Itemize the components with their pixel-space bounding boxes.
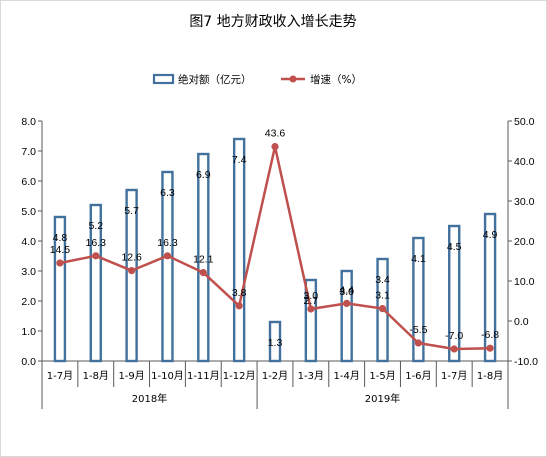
bar: [89, 203, 102, 363]
growth-point: [128, 267, 136, 275]
growth-point: [307, 305, 315, 313]
growth-value-label: 12.6: [121, 252, 142, 264]
bar-value-label: 4.5: [447, 241, 462, 253]
bar-value-label: 3.4: [375, 274, 390, 286]
growth-value-label: 12.1: [193, 254, 214, 266]
line-series: [56, 143, 494, 353]
growth-value-label: 3.1: [375, 290, 390, 302]
growth-point: [235, 302, 243, 310]
y-left-tick-label: 3.0: [21, 266, 36, 278]
bar: [125, 188, 138, 363]
growth-value-label: -5.5: [409, 324, 427, 336]
growth-value-label: 16.3: [157, 237, 178, 249]
legend: 绝对额（亿元） 增速（%）: [152, 73, 362, 86]
x-tick-label: 1-4月: [334, 370, 360, 382]
axes: 0.0 1.0 2.0 3.0 4.0 5.0 6.0 7.0 8.0 -10.0 0.0 10.0 2…: [21, 116, 538, 409]
bar-value-label: 3.0: [339, 286, 354, 298]
growth-point: [378, 305, 387, 313]
y-right-tick-label: 30.0: [514, 196, 535, 208]
x-tick-label: 1-7月: [441, 370, 467, 382]
x-tick-label: 1-10月: [151, 370, 184, 382]
x-tick-label: 1-6月: [405, 370, 431, 382]
x-group-label: 2019年: [365, 392, 400, 405]
chart-title: 图7 地方财政收入增长走势: [189, 14, 356, 30]
bar: [232, 137, 246, 363]
y-left-tick-label: 4.0: [21, 236, 36, 248]
x-tick-label: 1-12月: [223, 370, 256, 382]
y-right-tick-label: -10.0: [514, 356, 538, 368]
y-right-tick-label: 0.0: [514, 316, 529, 328]
growth-value-label: 3.8: [232, 287, 247, 299]
bar-value-label: 5.2: [88, 220, 103, 232]
y-left-tick-label: 0.0: [21, 356, 36, 368]
legend-bar-label: 绝对额（亿元）: [178, 73, 252, 86]
y-left-tick-label: 8.0: [21, 116, 36, 128]
growth-point: [56, 259, 64, 267]
growth-value-label: -6.8: [481, 329, 499, 341]
growth-line: [59, 145, 491, 351]
bar-value-label: 4.1: [411, 253, 426, 265]
growth-value-label: 43.6: [265, 128, 286, 140]
x-group-label: 2018年: [132, 392, 167, 405]
growth-value-label: -7.0: [445, 330, 463, 342]
y-left-tick-label: 1.0: [21, 326, 36, 338]
growth-value-label: 3.0: [304, 290, 319, 302]
bar: [448, 224, 461, 363]
bar-series: [53, 137, 497, 363]
growth-point: [450, 345, 458, 353]
bar: [161, 170, 174, 363]
growth-value-label: 14.5: [50, 244, 71, 256]
growth-point: [163, 252, 172, 260]
bar-value-label: 5.7: [124, 205, 139, 217]
y-right-tick-label: 20.0: [514, 236, 535, 248]
bar-value-label: 4.9: [483, 229, 498, 241]
x-tick-label: 1-9月: [118, 370, 144, 382]
y-left-tick-label: 2.0: [21, 296, 36, 308]
growth-point: [343, 299, 351, 307]
x-tick-label: 1-11月: [187, 370, 220, 382]
bar: [412, 236, 425, 363]
growth-point: [414, 339, 422, 347]
y-left-tick-label: 7.0: [21, 146, 36, 158]
legend-bar-swatch: [152, 73, 175, 85]
bar-value-label: 2.7: [304, 295, 319, 307]
growth-value-label: 4.4: [339, 284, 354, 296]
bar: [483, 212, 497, 363]
bar: [268, 320, 282, 363]
growth-point: [92, 252, 100, 260]
bar-value-label: 7.4: [232, 154, 247, 166]
bar: [53, 215, 67, 363]
x-tick-label: 1-5月: [369, 370, 395, 382]
legend-line-label: 增速（%）: [310, 73, 362, 86]
growth-point: [199, 269, 207, 277]
bar-value-label: 6.3: [160, 187, 175, 199]
data-labels: 4.85.25.76.36.97.41.32.73.03.44.14.54.91…: [50, 128, 500, 349]
x-tick-label: 1-8月: [477, 370, 503, 382]
y-right-tick-label: 10.0: [514, 276, 535, 288]
bar: [197, 152, 210, 363]
y-right-tick-label: 50.0: [514, 116, 535, 128]
x-tick-label: 1-8月: [83, 370, 109, 382]
growth-point: [271, 143, 279, 151]
y-left-tick-label: 6.0: [21, 176, 36, 188]
growth-point: [486, 344, 494, 352]
x-tick-label: 1-7月: [47, 370, 73, 382]
bar-value-label: 6.9: [196, 169, 211, 181]
legend-line-marker: [289, 75, 297, 83]
x-tick-label: 1-2月: [262, 370, 288, 382]
x-tick-label: 1-3月: [298, 370, 324, 382]
y-right-tick-label: 40.0: [514, 156, 535, 168]
bar-value-label: 1.3: [268, 337, 283, 349]
bar: [304, 278, 318, 363]
y-left-tick-label: 5.0: [21, 206, 36, 218]
bar: [340, 269, 353, 363]
growth-value-label: 16.3: [86, 237, 107, 249]
bar-value-label: 4.8: [53, 232, 68, 244]
